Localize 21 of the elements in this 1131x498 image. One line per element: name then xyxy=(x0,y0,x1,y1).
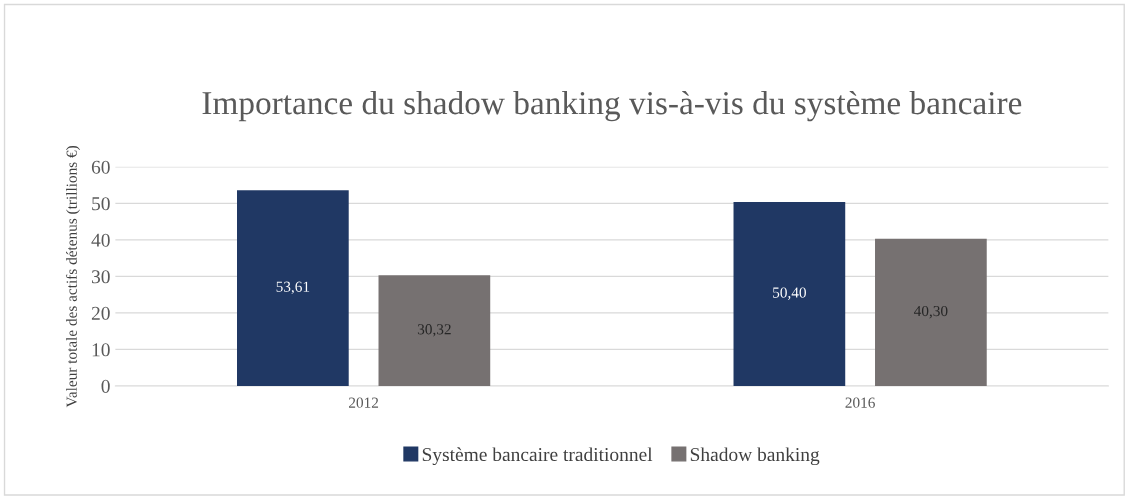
y-tick-label: 40 xyxy=(91,233,110,247)
bar xyxy=(875,238,987,386)
data-label: 53,61 xyxy=(276,281,310,295)
y-tick-label: 20 xyxy=(91,306,110,320)
y-tick-label: 50 xyxy=(92,197,110,211)
bar xyxy=(237,190,349,386)
y-tick-label: 0 xyxy=(101,379,110,393)
data-label: 40,30 xyxy=(913,305,948,319)
legend-label: Shadow banking xyxy=(690,447,820,466)
x-tick-label: 2016 xyxy=(845,397,875,408)
bar xyxy=(733,201,846,386)
bar xyxy=(378,275,491,386)
data-label: 30,32 xyxy=(417,324,451,337)
y-axis-title: Valeur totale des actifs détenus (trillions €) xyxy=(65,145,80,408)
y-tick-label: 60 xyxy=(91,160,110,174)
y-tick-label: 10 xyxy=(92,343,110,357)
data-label: 50,40 xyxy=(773,287,806,300)
legend-label: Système bancaire traditionnel xyxy=(422,447,653,466)
y-tick-label: 30 xyxy=(91,270,110,284)
x-tick-label: 2012 xyxy=(349,397,379,408)
chart-title: Importance du shadow banking vis-à-vis du système bancaire xyxy=(202,90,1022,122)
